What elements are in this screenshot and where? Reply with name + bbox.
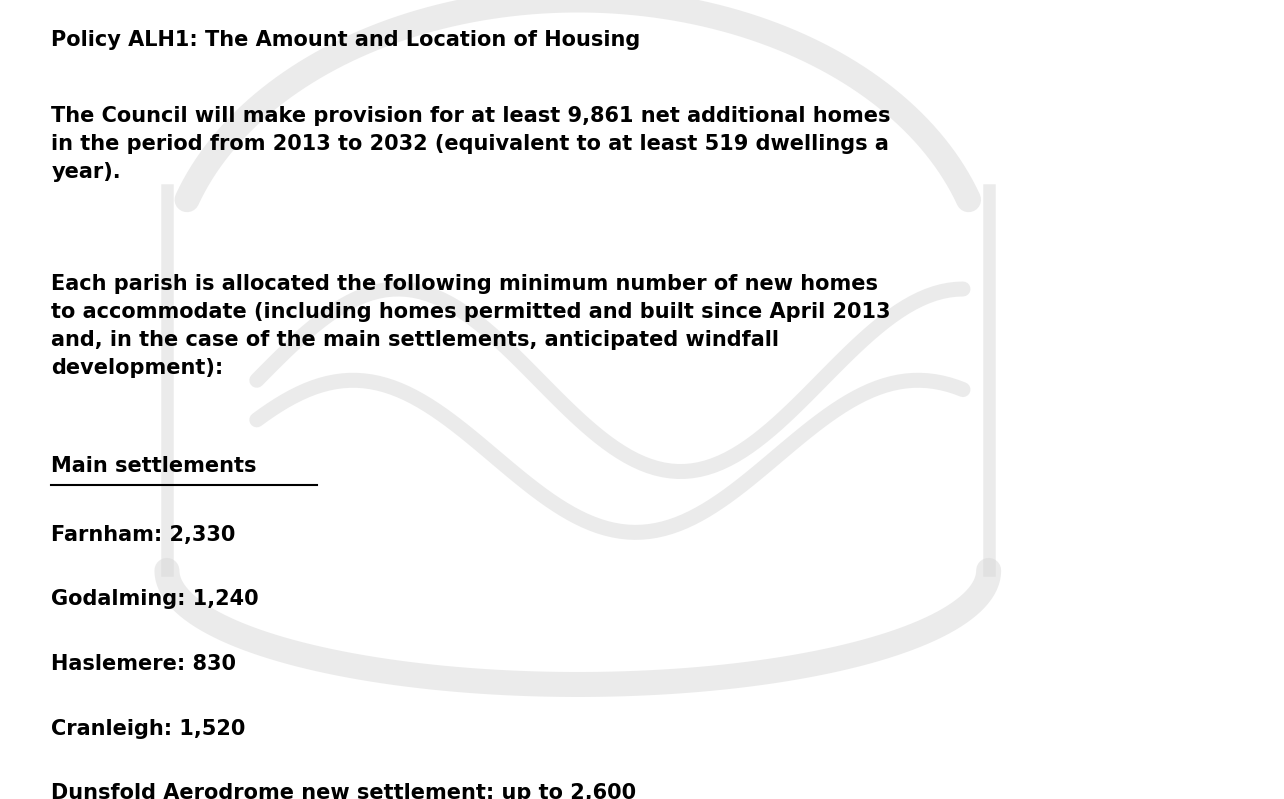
Text: Main settlements: Main settlements bbox=[51, 456, 257, 476]
Text: Godalming: 1,240: Godalming: 1,240 bbox=[51, 590, 259, 610]
Text: Policy ALH1: The Amount and Location of Housing: Policy ALH1: The Amount and Location of … bbox=[51, 30, 641, 50]
Text: Each parish is allocated the following minimum number of new homes
to accommodat: Each parish is allocated the following m… bbox=[51, 274, 891, 378]
Text: Cranleigh: 1,520: Cranleigh: 1,520 bbox=[51, 719, 245, 739]
Text: Farnham: 2,330: Farnham: 2,330 bbox=[51, 525, 236, 545]
Text: Dunsfold Aerodrome new settlement: up to 2,600: Dunsfold Aerodrome new settlement: up to… bbox=[51, 783, 637, 799]
Text: The Council will make provision for at least 9,861 net additional homes
in the p: The Council will make provision for at l… bbox=[51, 106, 891, 182]
Text: Haslemere: 830: Haslemere: 830 bbox=[51, 654, 236, 674]
